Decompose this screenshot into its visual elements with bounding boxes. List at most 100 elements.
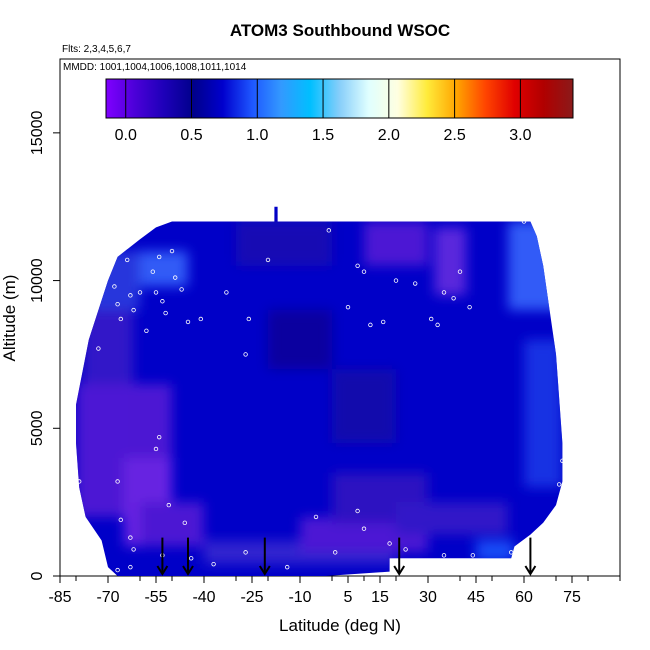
colorbar-tick-label: 2.5: [443, 127, 465, 144]
y-tick-label: 15000: [29, 111, 46, 156]
colorbar-tick-label: 3.0: [509, 127, 531, 144]
sample-point: [166, 502, 171, 508]
dates-subtitle: MMDD: 1001,1004,1006,1008,1011,1014: [63, 62, 247, 73]
field-variations: [76, 221, 563, 565]
sample-point: [345, 304, 351, 310]
sample-point: [76, 479, 82, 484]
sample-point: [153, 290, 159, 295]
sample-point: [403, 547, 408, 552]
sample-point: [333, 550, 338, 555]
field-patch: [140, 502, 204, 547]
x-tick-label: 75: [563, 589, 581, 606]
sample-point: [243, 550, 248, 555]
flight-arrow-head: [182, 565, 194, 576]
sample-point: [393, 278, 399, 283]
sample-point: [361, 269, 367, 274]
colorbar-ticks: 0.0 0.5 1.0 1.5 2.0 2.5 3.0: [115, 79, 532, 144]
colorbar-tick-label: 1.5: [312, 127, 334, 144]
sample-point: [112, 284, 117, 289]
sample-point: [509, 550, 514, 555]
sample-point: [128, 535, 133, 540]
sample-point: [118, 316, 123, 322]
x-tick-label: 60: [515, 589, 533, 606]
sample-point: [179, 287, 184, 292]
colorbar-bar: [105, 78, 574, 119]
flight-arrows: [156, 537, 537, 576]
sample-point: [185, 319, 191, 325]
sample-point: [457, 269, 463, 274]
x-tick-label: -40: [192, 589, 215, 606]
x-tick-label: 15: [371, 589, 389, 606]
y-tick-label: 0: [29, 571, 46, 580]
y-axis-label: Altitude (m): [0, 275, 19, 362]
colorbar-tick-label: 2.0: [378, 127, 400, 144]
field-patch: [92, 251, 140, 311]
flights-subtitle: Flts: 2,3,4,5,6,7: [62, 44, 131, 55]
sample-point: [246, 316, 251, 322]
flight-arrow-head: [258, 565, 271, 576]
sample-point: [467, 304, 472, 310]
sample-point: [137, 290, 143, 295]
sample-point: [313, 514, 319, 520]
sample-point: [435, 322, 440, 328]
sample-point: [124, 257, 130, 263]
field-patch: [396, 502, 508, 535]
sample-point: [150, 269, 155, 274]
sample-point: [361, 526, 367, 531]
plot-frame: [59, 58, 621, 577]
sample-point: [285, 564, 290, 570]
sample-point: [131, 307, 136, 313]
field-patch: [434, 227, 467, 296]
flight-arrow-head: [524, 565, 537, 576]
sample-point: [163, 310, 168, 316]
y-axis: 0 5000 10000 15000: [29, 111, 60, 580]
sample-point: [387, 541, 392, 546]
wsoc-field: [76, 206, 563, 576]
sample-point: [172, 275, 178, 280]
field-patch: [508, 221, 563, 311]
sample-point: [198, 316, 203, 322]
sample-point: [96, 346, 101, 351]
field-patch: [236, 221, 332, 266]
sample-point: [115, 567, 120, 573]
flight-arrow-head: [156, 565, 169, 576]
sample-point: [115, 479, 120, 484]
flight-arrow-head: [393, 565, 406, 576]
x-tick-label: -85: [48, 589, 71, 606]
field-patch: [268, 310, 332, 370]
sample-point: [470, 553, 475, 558]
field-patch: [332, 369, 396, 444]
sample-point: [368, 322, 373, 328]
sample-point: [265, 257, 271, 263]
colorbar-tick-label: 0.0: [115, 127, 137, 144]
y-tick-label: 5000: [29, 410, 46, 446]
sample-point: [211, 561, 216, 567]
sample-point: [224, 290, 229, 295]
colorbar-tick-label: 1.0: [246, 127, 268, 144]
sample-point: [118, 517, 123, 523]
x-axis-label: Latitude (deg N): [279, 616, 401, 635]
x-tick-label: 45: [467, 589, 485, 606]
sample-point: [153, 446, 159, 452]
sample-point: [115, 302, 120, 307]
x-tick-label: -55: [144, 589, 167, 606]
sample-point: [243, 352, 248, 357]
sample-point: [441, 290, 447, 295]
colorbar: 0.0 0.5 1.0 1.5 2.0 2.5 3.0: [105, 78, 574, 144]
y-tick-label: 10000: [29, 258, 46, 303]
sample-point: [169, 248, 175, 254]
sample-point: [355, 508, 360, 514]
sample-points: [76, 219, 565, 573]
sample-point: [128, 293, 133, 298]
sample-point: [355, 263, 360, 268]
sample-point: [413, 281, 418, 286]
field-patch: [364, 221, 428, 266]
x-tick-label: 30: [419, 589, 437, 606]
chart-title: ATOM3 Southbound WSOC: [230, 21, 450, 40]
sample-point: [451, 296, 456, 301]
x-tick-label: 5: [344, 589, 353, 606]
sample-point: [188, 556, 194, 561]
sample-point: [429, 316, 434, 322]
x-tick-label: -25: [240, 589, 263, 606]
